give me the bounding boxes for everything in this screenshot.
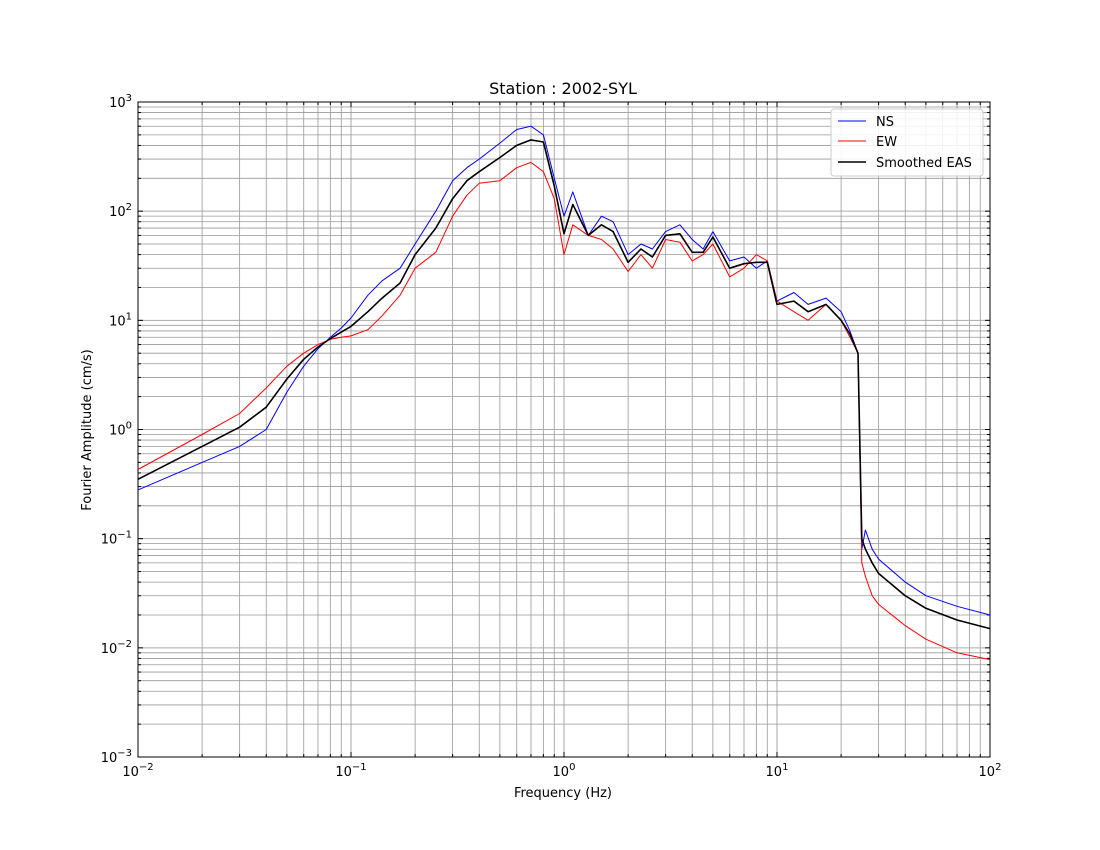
legend-label-ew: EW [876, 135, 897, 150]
y-tick-label: 101 [109, 311, 132, 329]
y-tick-label: 102 [109, 202, 132, 220]
x-tick-label: 102 [979, 762, 1002, 780]
x-tick-label: 10−2 [122, 762, 153, 780]
y-tick-label: 103 [109, 93, 132, 111]
y-tick-label: 100 [109, 421, 132, 439]
legend: NS EW Smoothed EAS [830, 108, 984, 177]
legend-label-smoothed-eas: Smoothed EAS [876, 156, 972, 171]
y-tick-label: 10−2 [101, 639, 132, 657]
legend-label-ns: NS [876, 115, 894, 130]
x-tick-labels: 10−2 10−1 100 101 102 [122, 762, 1001, 780]
x-tick-label: 100 [553, 762, 576, 780]
x-axis-label: Frequency (Hz) [514, 786, 612, 801]
y-axis-label: Fourier Amplitude (cm/s) [80, 349, 95, 511]
x-tick-label: 10−1 [335, 762, 366, 780]
axis-ticks [137, 102, 990, 758]
series-lines [137, 125, 991, 661]
y-tick-labels: 10−3 10−2 10−1 100 101 102 103 [101, 93, 132, 766]
chart-title: Station : 2002-SYL [489, 79, 637, 98]
y-tick-label: 10−3 [101, 748, 132, 766]
x-tick-label: 101 [766, 762, 789, 780]
y-tick-label: 10−1 [101, 530, 132, 548]
legend-box [830, 108, 984, 177]
series-line-ew [137, 161, 991, 661]
series-line-ns [137, 125, 991, 616]
series-line-smoothed-eas [137, 139, 991, 630]
